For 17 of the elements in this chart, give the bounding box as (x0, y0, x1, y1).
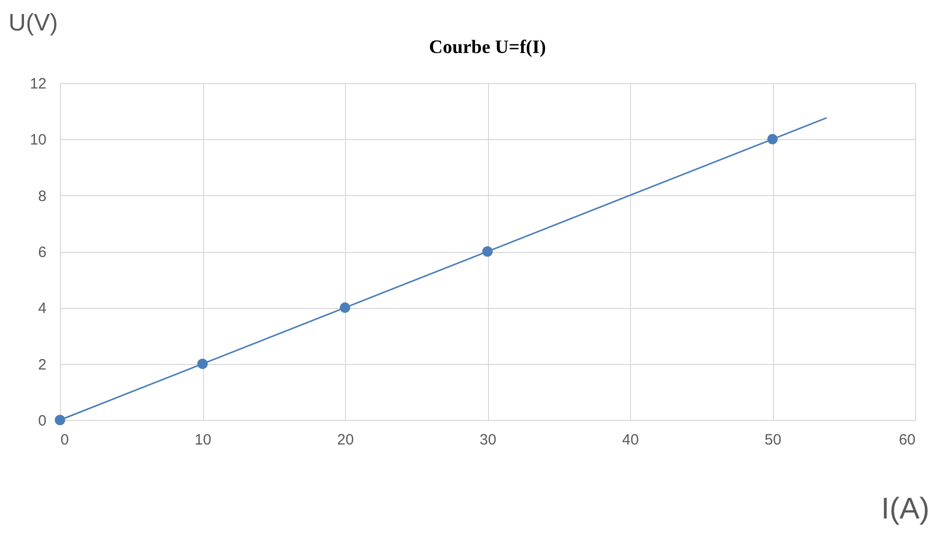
y-tick-label: 10 (30, 132, 46, 149)
x-tick-label: 50 (764, 432, 782, 448)
x-tick-label: 40 (622, 432, 639, 448)
chart-title: Courbe U=f(I) (429, 37, 546, 58)
x-tick-label: 20 (337, 432, 354, 448)
y-tick-label: 0 (38, 412, 46, 430)
x-axis-title: I(A) (881, 492, 929, 526)
y-tick-label: 4 (38, 300, 46, 318)
x-tick-label: 10 (194, 432, 212, 448)
x-tick-label: 0 (60, 432, 69, 448)
y-axis-title: U(V) (8, 10, 58, 36)
y-tick-label: 8 (38, 188, 46, 205)
y-tick-label: 2 (38, 356, 46, 374)
y-tick-label: 12 (30, 76, 46, 92)
y-tick-label: 6 (38, 244, 46, 261)
x-tick-label: 30 (480, 432, 496, 448)
x-tick-label: 60 (898, 432, 916, 448)
